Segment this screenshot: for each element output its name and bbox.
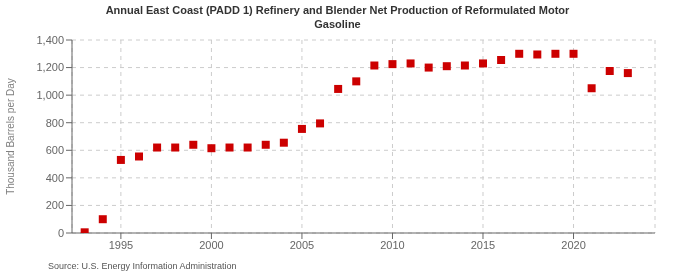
svg-text:600: 600 — [46, 144, 64, 156]
svg-text:400: 400 — [46, 172, 64, 184]
svg-text:800: 800 — [46, 117, 64, 129]
svg-text:2010: 2010 — [380, 239, 404, 251]
svg-text:1,200: 1,200 — [36, 61, 64, 73]
svg-text:2015: 2015 — [471, 239, 495, 251]
svg-text:1,000: 1,000 — [36, 89, 64, 101]
svg-text:2005: 2005 — [290, 239, 314, 251]
html-text:Annual East Coast (PADD 1) Ref: Annual East Coast (PADD 1) Refinery and … — [105, 4, 570, 16]
svg-text:Thousand Barrels per Day: Thousand Barrels per Day — [8, 78, 16, 195]
svg-text:1,400: 1,400 — [36, 34, 64, 46]
svg-text:200: 200 — [46, 199, 64, 211]
html-text:Source: U.S. Energy Informatio: Source: U.S. Energy Information Administ… — [48, 261, 237, 271]
svg-text:2020: 2020 — [561, 239, 585, 251]
svg-text:2000: 2000 — [199, 239, 223, 251]
html-text:Gasoline: Gasoline — [314, 18, 361, 30]
svg-text:1995: 1995 — [109, 239, 133, 251]
svg-text:0: 0 — [58, 227, 64, 239]
